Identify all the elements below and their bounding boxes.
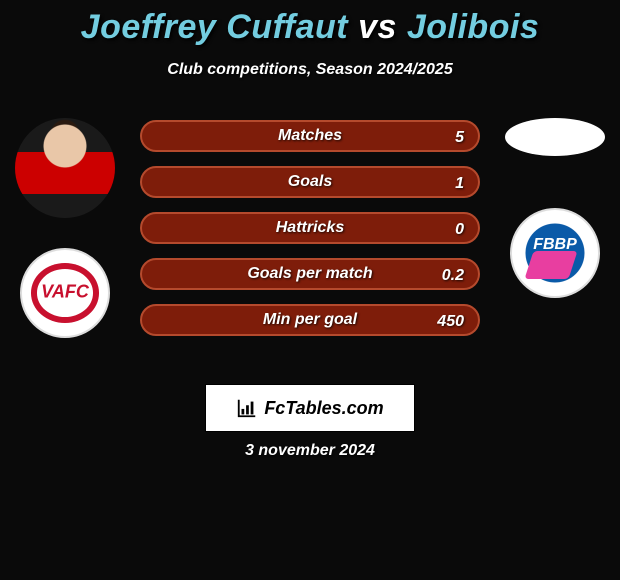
stat-label: Goals — [288, 173, 332, 191]
stat-label: Goals per match — [247, 265, 372, 283]
stat-row: Goals 1 — [140, 166, 480, 198]
date: 3 november 2024 — [0, 442, 620, 460]
stat-row: Min per goal 450 — [140, 304, 480, 336]
stat-right-value: 5 — [455, 122, 464, 154]
brand-badge: FcTables.com — [205, 384, 415, 432]
player1-club-badge — [20, 248, 110, 338]
player1-photo — [15, 118, 115, 218]
player1-name: Joeffrey Cuffaut — [81, 8, 348, 46]
left-column — [10, 118, 120, 338]
stat-row: Matches 5 — [140, 120, 480, 152]
player2-name: Jolibois — [407, 8, 539, 46]
subtitle: Club competitions, Season 2024/2025 — [0, 61, 620, 79]
player2-photo-placeholder — [505, 118, 605, 156]
stat-label: Min per goal — [263, 311, 357, 329]
stat-right-value: 1 — [455, 168, 464, 200]
player2-club-badge — [510, 208, 600, 298]
stat-label: Matches — [278, 127, 342, 145]
vs-text: vs — [358, 8, 397, 46]
stat-row: Goals per match 0.2 — [140, 258, 480, 290]
stat-right-value: 0 — [455, 214, 464, 246]
stat-label: Hattricks — [276, 219, 344, 237]
stat-row: Hattricks 0 — [140, 212, 480, 244]
chart-icon — [236, 397, 258, 419]
stats-panel: Matches 5 Goals 1 Hattricks 0 Goals per match 0… — [140, 120, 480, 350]
brand-text: FcTables.com — [264, 398, 383, 419]
comparison-title: Joeffrey Cuffaut vs Jolibois — [0, 0, 620, 47]
right-column — [500, 118, 610, 298]
stat-right-value: 0.2 — [442, 260, 464, 292]
stat-right-value: 450 — [437, 306, 464, 338]
